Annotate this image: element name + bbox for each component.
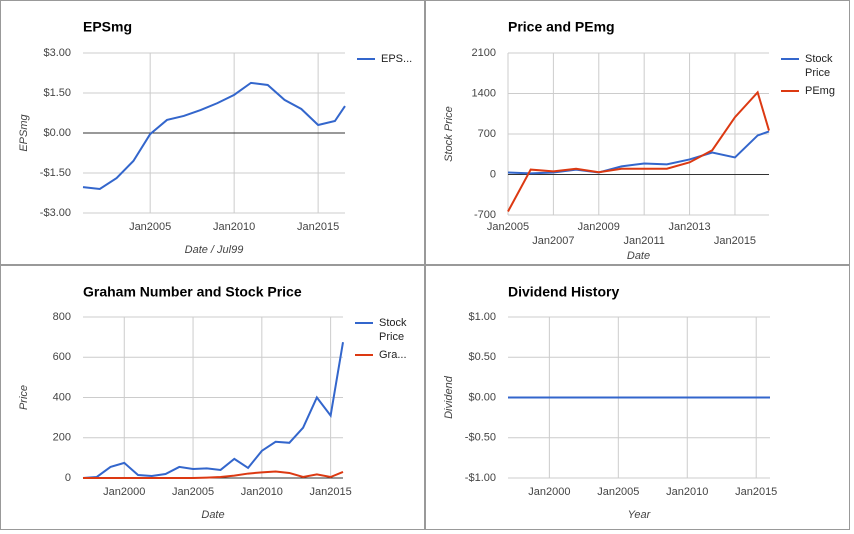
legend: EPS... — [357, 52, 421, 70]
legend-swatch — [781, 90, 799, 92]
legend-label: Gra... — [379, 349, 407, 361]
data-line — [82, 341, 344, 479]
y-tick-label: 2100 — [472, 47, 496, 59]
x-tick-label: Jan2009 — [578, 221, 620, 233]
x-axis-label: Date — [627, 250, 650, 262]
y-axis-label: Price — [18, 385, 30, 410]
x-tick-label: Jan2013 — [668, 221, 710, 233]
y-tick-label: $1.50 — [43, 87, 71, 99]
legend-swatch — [355, 354, 373, 356]
legend-label: PEmg — [805, 85, 835, 97]
panel-border — [0, 265, 425, 530]
x-tick-label: Jan2015 — [310, 486, 352, 498]
y-tick-label: $0.00 — [468, 391, 496, 403]
x-axis-label: Year — [628, 509, 652, 521]
x-axis-label: Date — [201, 509, 224, 521]
y-tick-label: 1400 — [472, 87, 496, 99]
y-tick-label: 800 — [53, 311, 71, 323]
y-tick-label: -$1.50 — [40, 167, 71, 179]
panel-border — [0, 0, 425, 265]
panel-border — [425, 0, 850, 265]
y-tick-label: $0.00 — [43, 127, 71, 139]
legend-swatch — [355, 322, 373, 324]
legend: Stock Price PEmg — [781, 52, 845, 102]
legend: Stock Price Gra... — [355, 316, 419, 366]
legend-item: Gra... — [355, 348, 419, 362]
data-line — [507, 90, 770, 213]
y-tick-label: -700 — [474, 209, 496, 221]
y-tick-label: 0 — [490, 168, 496, 180]
x-tick-label: Jan2015 — [735, 486, 777, 498]
x-tick-label: Jan2005 — [487, 221, 529, 233]
y-tick-label: 400 — [53, 391, 71, 403]
y-tick-label: 700 — [478, 128, 496, 140]
data-line — [507, 130, 770, 175]
y-tick-label: 600 — [53, 351, 71, 363]
y-tick-label: 200 — [53, 432, 71, 444]
x-tick-label: Jan2005 — [172, 486, 214, 498]
x-tick-label: Jan2010 — [213, 221, 255, 233]
x-tick-label: Jan2010 — [666, 486, 708, 498]
x-tick-label: Jan2000 — [103, 486, 145, 498]
y-tick-label: -$3.00 — [40, 207, 71, 219]
data-line — [83, 470, 344, 479]
data-line — [82, 81, 346, 191]
x-tick-label: Jan2005 — [597, 486, 639, 498]
legend-swatch — [781, 58, 799, 60]
legend-item: Stock Price — [781, 52, 845, 80]
x-tick-label: Jan2005 — [129, 221, 171, 233]
legend-item: EPS... — [357, 52, 421, 66]
x-tick-label: Jan2007 — [532, 235, 574, 247]
legend-label: Stock Price — [379, 317, 407, 343]
y-tick-label: $3.00 — [43, 47, 71, 59]
x-tick-label: Jan2015 — [714, 235, 756, 247]
y-tick-label: $0.50 — [468, 351, 496, 363]
legend-item: PEmg — [781, 84, 845, 98]
chart-title: Dividend History — [508, 284, 619, 300]
chart-title: EPSmg — [83, 19, 132, 35]
y-axis-label: EPSmg — [18, 113, 30, 151]
legend-swatch — [357, 58, 375, 60]
legend-item: Stock Price — [355, 316, 419, 344]
x-tick-label: Jan2011 — [623, 235, 664, 247]
x-axis-label: Date / Jul99 — [185, 244, 244, 256]
chart-title: Price and PEmg — [508, 19, 615, 35]
y-tick-label: $1.00 — [468, 311, 496, 323]
y-tick-label: -$1.00 — [465, 472, 496, 484]
x-tick-label: Jan2010 — [241, 486, 283, 498]
y-tick-label: 0 — [65, 472, 71, 484]
y-tick-label: -$0.50 — [465, 432, 496, 444]
chart-title: Graham Number and Stock Price — [83, 284, 302, 300]
legend-label: Stock Price — [805, 53, 833, 79]
x-tick-label: Jan2000 — [528, 486, 570, 498]
y-axis-label: Dividend — [443, 375, 455, 419]
y-axis-label: Stock Price — [443, 106, 455, 162]
panel-border — [425, 265, 850, 530]
x-tick-label: Jan2015 — [297, 221, 339, 233]
legend-label: EPS... — [381, 53, 413, 65]
